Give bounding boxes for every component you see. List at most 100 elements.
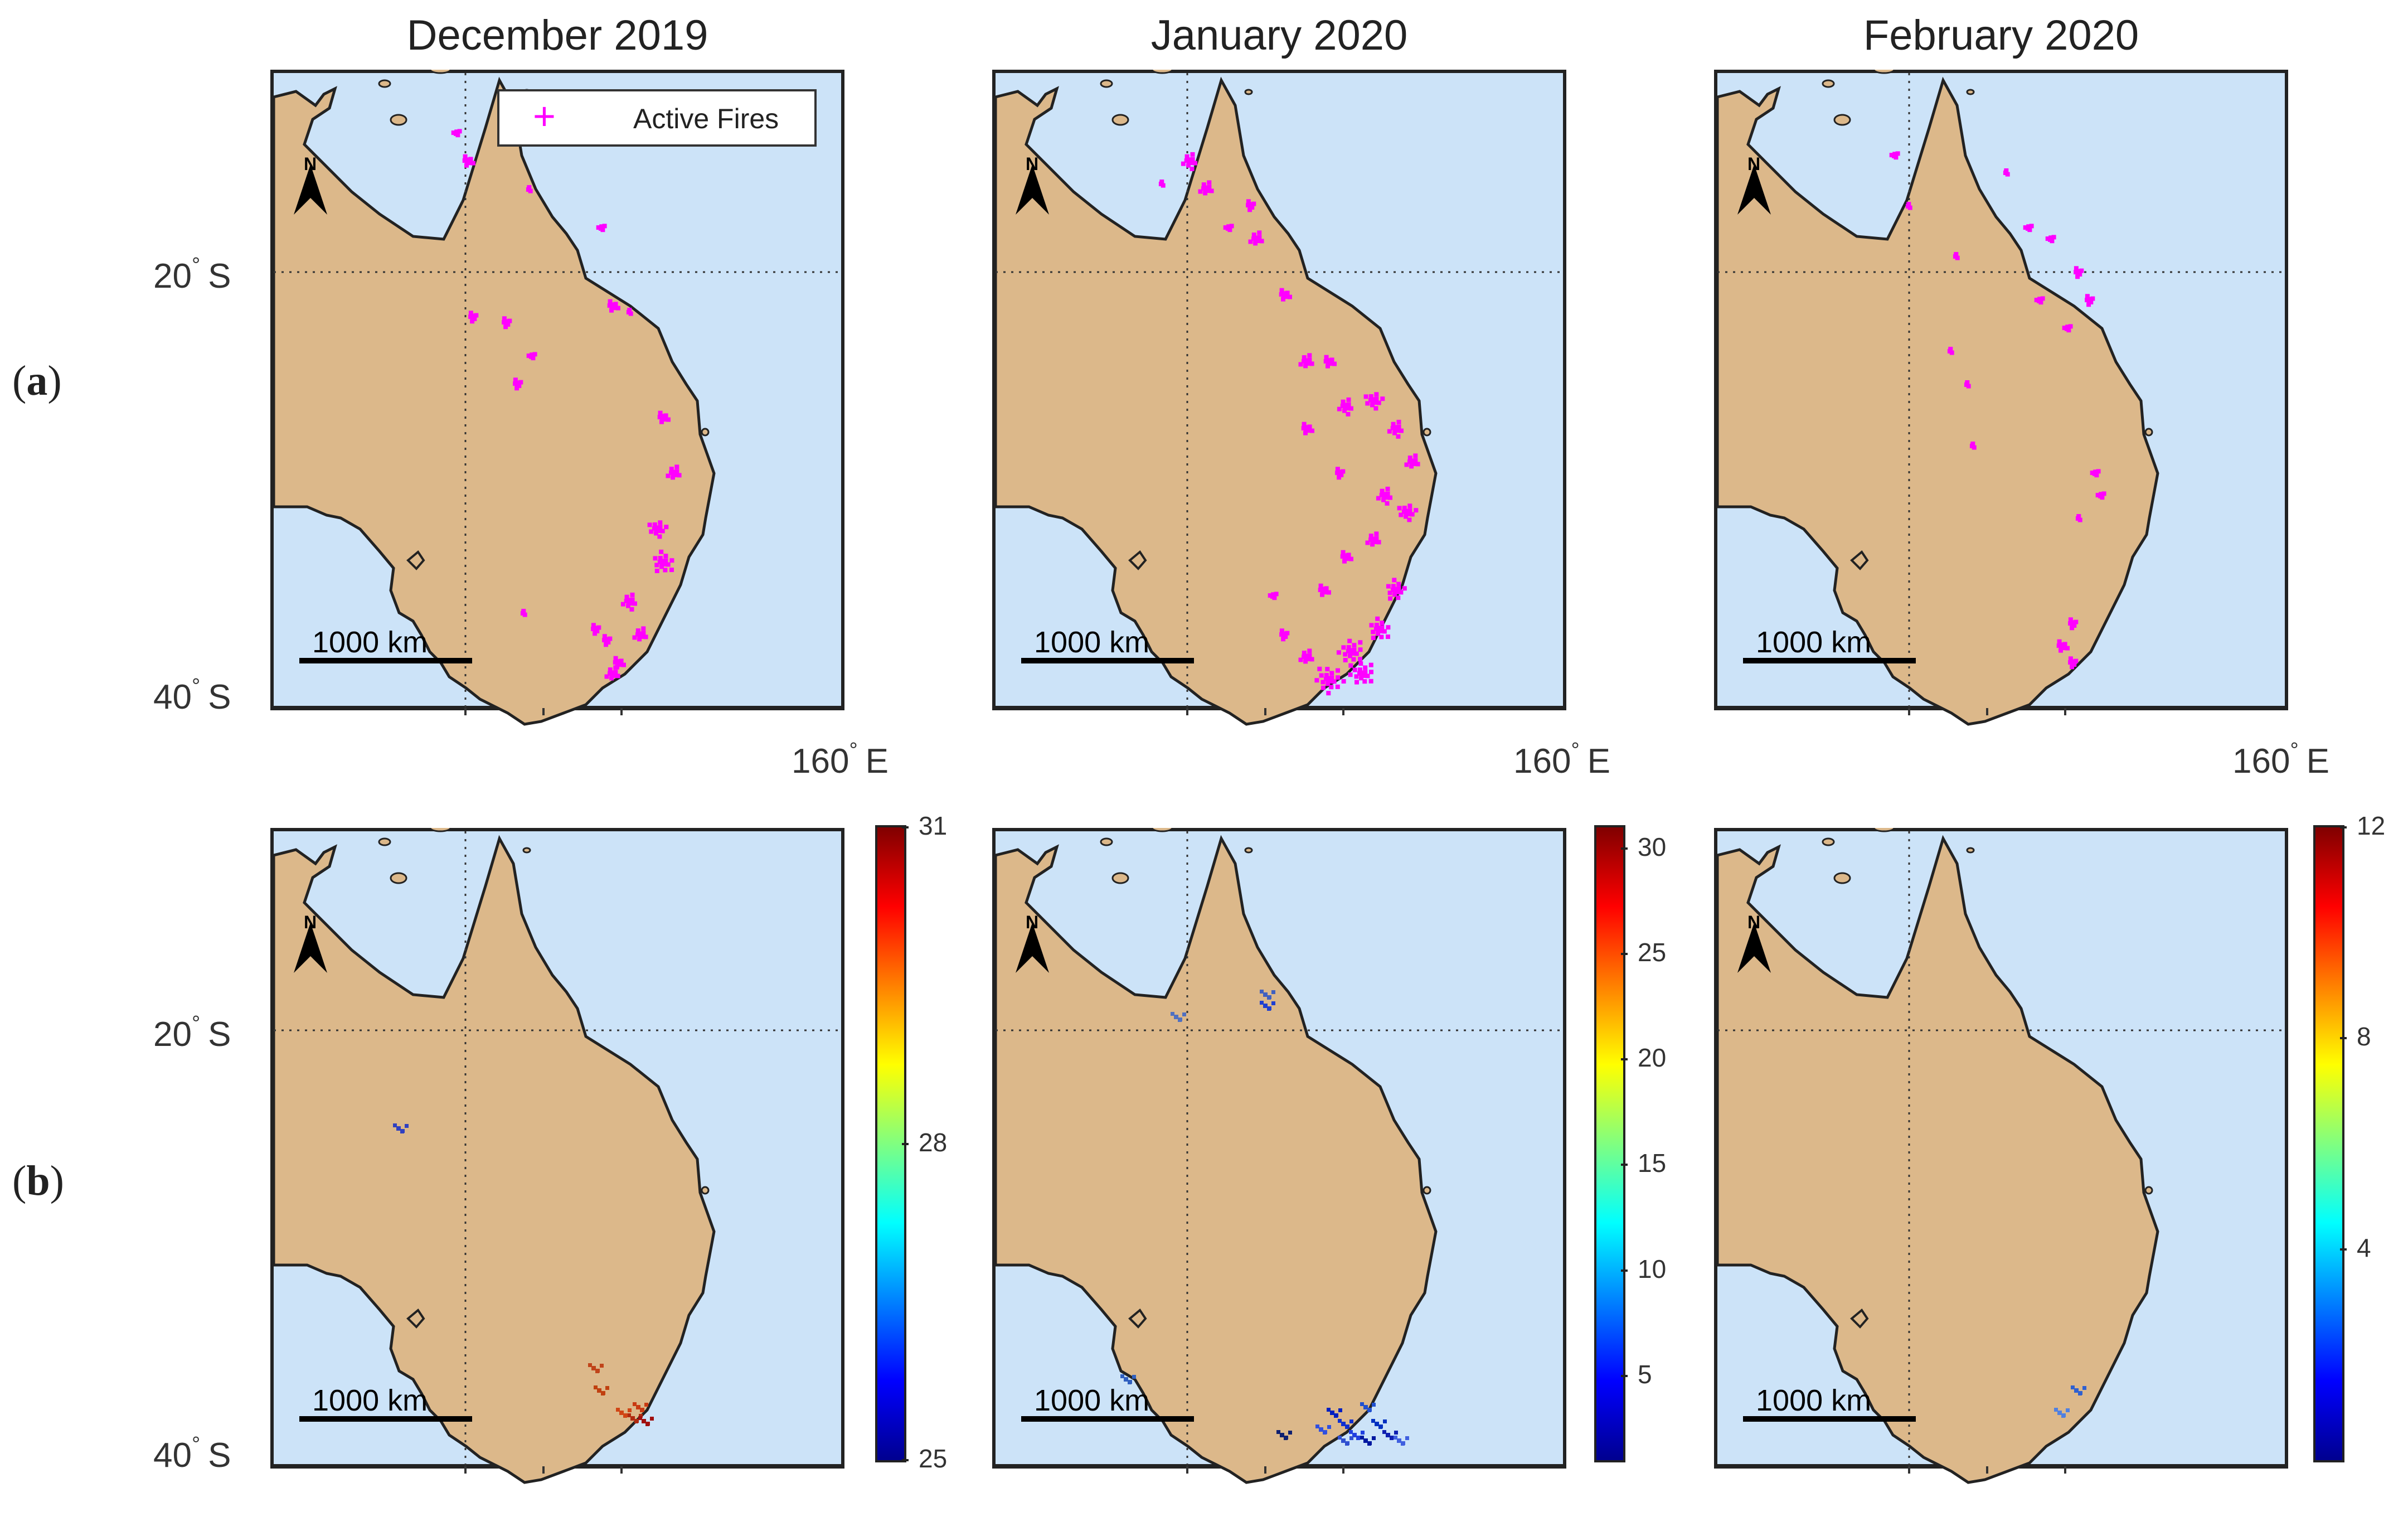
fire-marker xyxy=(1307,424,1312,429)
colorbar-dec-2019: 31 28 25 xyxy=(875,811,987,1473)
fire-marker xyxy=(1341,550,1346,555)
fire-marker xyxy=(1399,512,1404,517)
fire-marker xyxy=(1372,540,1377,544)
fire-marker xyxy=(1359,676,1364,681)
fire-marker xyxy=(502,316,507,321)
fire-marker xyxy=(1414,508,1419,513)
fire-marker xyxy=(1371,397,1376,402)
fire-marker xyxy=(2023,225,2028,230)
fire-marker xyxy=(2040,296,2045,301)
fire-marker xyxy=(503,324,508,330)
frp-pixel xyxy=(605,1386,609,1390)
fire-marker xyxy=(630,597,635,602)
fire-marker xyxy=(1385,486,1390,491)
fire-marker xyxy=(661,414,666,419)
fire-marker xyxy=(606,640,611,645)
fire-marker xyxy=(1388,495,1392,500)
fire-marker xyxy=(596,625,601,630)
fire-marker xyxy=(1363,665,1368,670)
frp-pixel xyxy=(645,1422,649,1426)
fire-marker xyxy=(1392,592,1397,597)
fire-marker xyxy=(1391,588,1396,593)
land-mass xyxy=(994,76,1438,726)
map-panel-a-jan-2020: N 1000 km xyxy=(992,70,1566,778)
fire-marker xyxy=(669,467,674,472)
frp-pixel xyxy=(1394,1431,1398,1435)
fire-marker xyxy=(591,623,596,628)
frp-pixel xyxy=(1361,1431,1365,1435)
island xyxy=(1423,1186,1431,1195)
fire-marker xyxy=(1354,674,1359,679)
lat-label-20s-a: 20° S xyxy=(153,254,231,295)
fire-marker xyxy=(639,634,644,639)
fire-marker xyxy=(1907,205,1912,210)
fire-marker xyxy=(1348,653,1352,658)
fire-marker xyxy=(1365,540,1370,545)
frp-pixel xyxy=(1390,1436,1394,1440)
colorbar-tick xyxy=(1621,1374,1628,1377)
frp-pixel xyxy=(405,1124,409,1128)
fire-marker xyxy=(1948,347,1953,351)
column-title-jan-2020: January 2020 xyxy=(1150,12,1408,59)
fire-marker xyxy=(1342,559,1347,564)
fire-marker xyxy=(654,569,659,573)
fire-marker xyxy=(1341,679,1346,684)
fire-marker xyxy=(1346,553,1351,558)
fire-marker xyxy=(1317,666,1322,671)
frp-pixel xyxy=(1260,1001,1264,1005)
fire-marker xyxy=(1279,628,1284,633)
fire-marker xyxy=(663,558,668,563)
fire-marker xyxy=(506,322,511,327)
fire-marker xyxy=(1329,671,1334,676)
fire-marker xyxy=(1365,673,1370,679)
legend-label: Active Fires xyxy=(633,103,779,134)
frp-pixel xyxy=(1345,1442,1349,1446)
scale-bar-label: 1000 km xyxy=(312,626,428,659)
fire-marker xyxy=(1250,205,1255,210)
frp-pixel xyxy=(588,1363,592,1367)
fire-marker xyxy=(1395,590,1400,594)
fire-marker xyxy=(1335,471,1340,476)
fire-marker xyxy=(1370,403,1375,408)
fire-marker xyxy=(468,311,473,316)
fire-marker xyxy=(1343,553,1348,558)
fire-marker xyxy=(530,352,535,357)
map-svg: N 1000 km xyxy=(992,828,1566,1484)
fire-marker xyxy=(1374,396,1379,401)
fire-marker xyxy=(1272,595,1277,600)
fire-marker xyxy=(1375,616,1380,621)
fire-marker xyxy=(2077,272,2082,277)
fire-marker xyxy=(1352,647,1357,652)
fire-marker xyxy=(627,598,632,603)
fire-marker xyxy=(2085,298,2090,303)
fire-marker xyxy=(474,313,479,318)
island xyxy=(429,828,452,832)
fire-marker xyxy=(1327,590,1331,595)
fire-marker xyxy=(674,469,679,474)
fire-marker xyxy=(1354,651,1359,656)
fire-marker xyxy=(1193,161,1197,166)
fire-marker xyxy=(1304,425,1309,430)
fire-marker xyxy=(1346,411,1351,416)
fire-marker xyxy=(1368,398,1373,403)
north-label: N xyxy=(1747,154,1760,174)
fire-marker xyxy=(1344,406,1349,411)
fire-marker xyxy=(1305,428,1310,433)
island xyxy=(1244,847,1253,854)
fire-marker xyxy=(656,529,661,534)
fire-marker xyxy=(1302,421,1307,427)
fire-marker xyxy=(1368,662,1373,667)
fire-marker xyxy=(1348,672,1353,677)
fire-marker xyxy=(604,642,609,647)
fire-marker xyxy=(2037,297,2042,302)
fire-marker xyxy=(661,559,666,564)
fire-marker xyxy=(1391,421,1396,427)
fire-marker xyxy=(1348,663,1353,668)
island xyxy=(390,872,407,884)
fire-marker xyxy=(624,594,629,599)
colorbar-gradient xyxy=(2313,825,2344,1462)
fire-marker xyxy=(513,377,518,382)
fire-marker xyxy=(1343,658,1348,662)
fire-marker xyxy=(1368,394,1373,399)
fire-marker xyxy=(658,410,663,415)
